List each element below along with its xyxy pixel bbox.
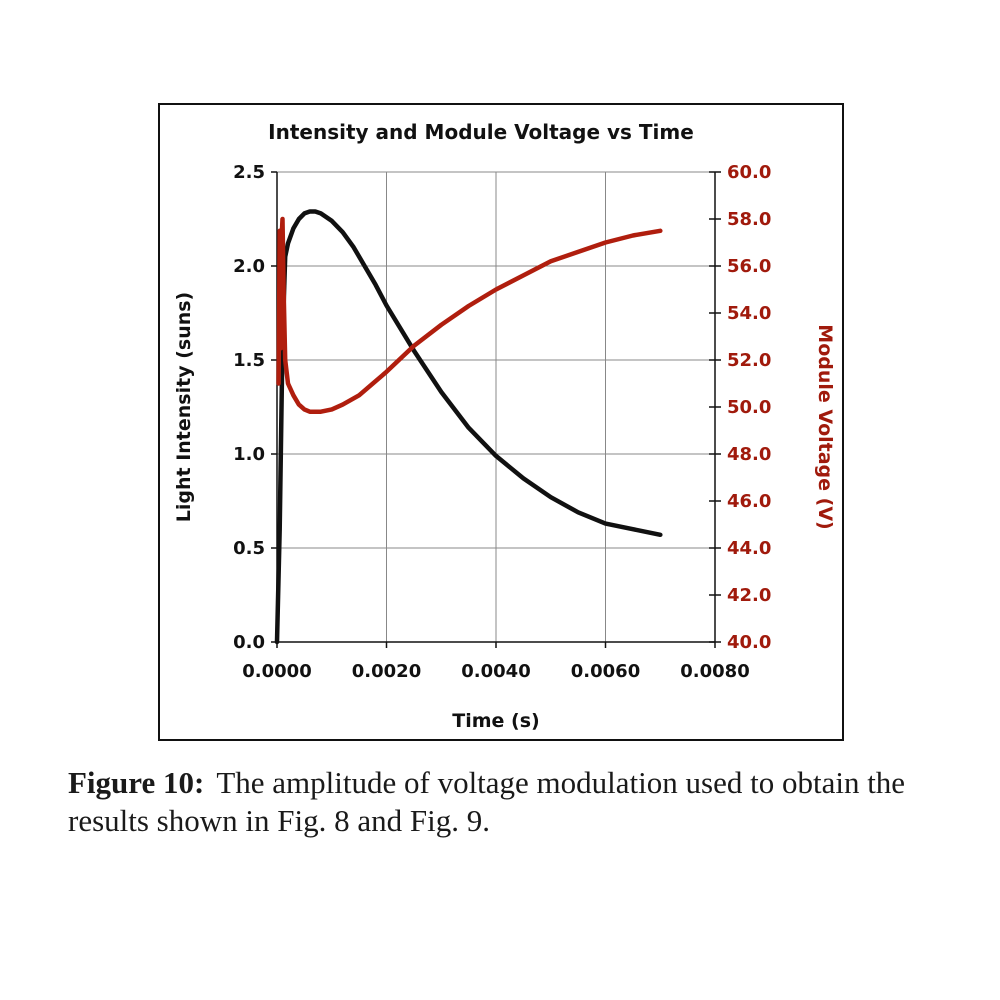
y-left-tick-label-4: 2.0 [233,256,265,277]
x-tick-label-1: 0.0020 [352,661,421,682]
series-layer [274,209,663,645]
chart-title: Intensity and Module Voltage vs Time [268,120,694,144]
y-right-tick-label-7: 54.0 [727,303,771,324]
axes: 0.0000 0.0020 0.0040 0.0060 0.0080 0.0 0.5 1.0 1… [233,162,771,682]
y-right-tick-label-3: 46.0 [727,491,771,512]
y-right-tick-label-8: 56.0 [727,256,771,277]
y-axis-right-label: Module Voltage (V) [814,324,836,529]
y-right-tick-label-9: 58.0 [727,209,771,230]
caption-label: Figure 10: [68,765,205,800]
x-axis-label: Time (s) [452,710,539,732]
figure-frame: 0.0000 0.0020 0.0040 0.0060 0.0080 0.0 0.5 1.0 1… [158,103,844,741]
y-left-tick-label-0: 0.0 [233,632,265,653]
figure-caption: Figure 10: The amplitude of voltage modul… [68,764,958,840]
y-left-tick-label-2: 1.0 [233,444,265,465]
y-axis-left-label: Light Intensity (suns) [173,292,195,522]
y-right-tick-label-1: 42.0 [727,585,771,606]
chart: 0.0000 0.0020 0.0040 0.0060 0.0080 0.0 0.5 1.0 1… [173,120,836,732]
series-line-intensity [274,209,663,645]
series-line-voltage [276,216,663,414]
y-right-tick-label-4: 48.0 [727,444,771,465]
y-right-tick-label-2: 44.0 [727,538,771,559]
x-tick-label-3: 0.0060 [571,661,640,682]
y-left-tick-label-3: 1.5 [233,350,265,371]
x-tick-label-2: 0.0040 [461,661,530,682]
x-tick-label-0: 0.0000 [242,661,311,682]
y-right-tick-label-6: 52.0 [727,350,771,371]
labels-layer: Intensity and Module Voltage vs Time Tim… [173,120,836,732]
y-left-tick-label-1: 0.5 [233,538,265,559]
y-right-tick-label-10: 60.0 [727,162,771,183]
y-right-tick-label-0: 40.0 [727,632,771,653]
y-left-tick-label-5: 2.5 [233,162,265,183]
x-tick-label-4: 0.0080 [680,661,749,682]
y-right-tick-label-5: 50.0 [727,397,771,418]
caption-text: The amplitude of voltage modulation used… [68,765,906,838]
